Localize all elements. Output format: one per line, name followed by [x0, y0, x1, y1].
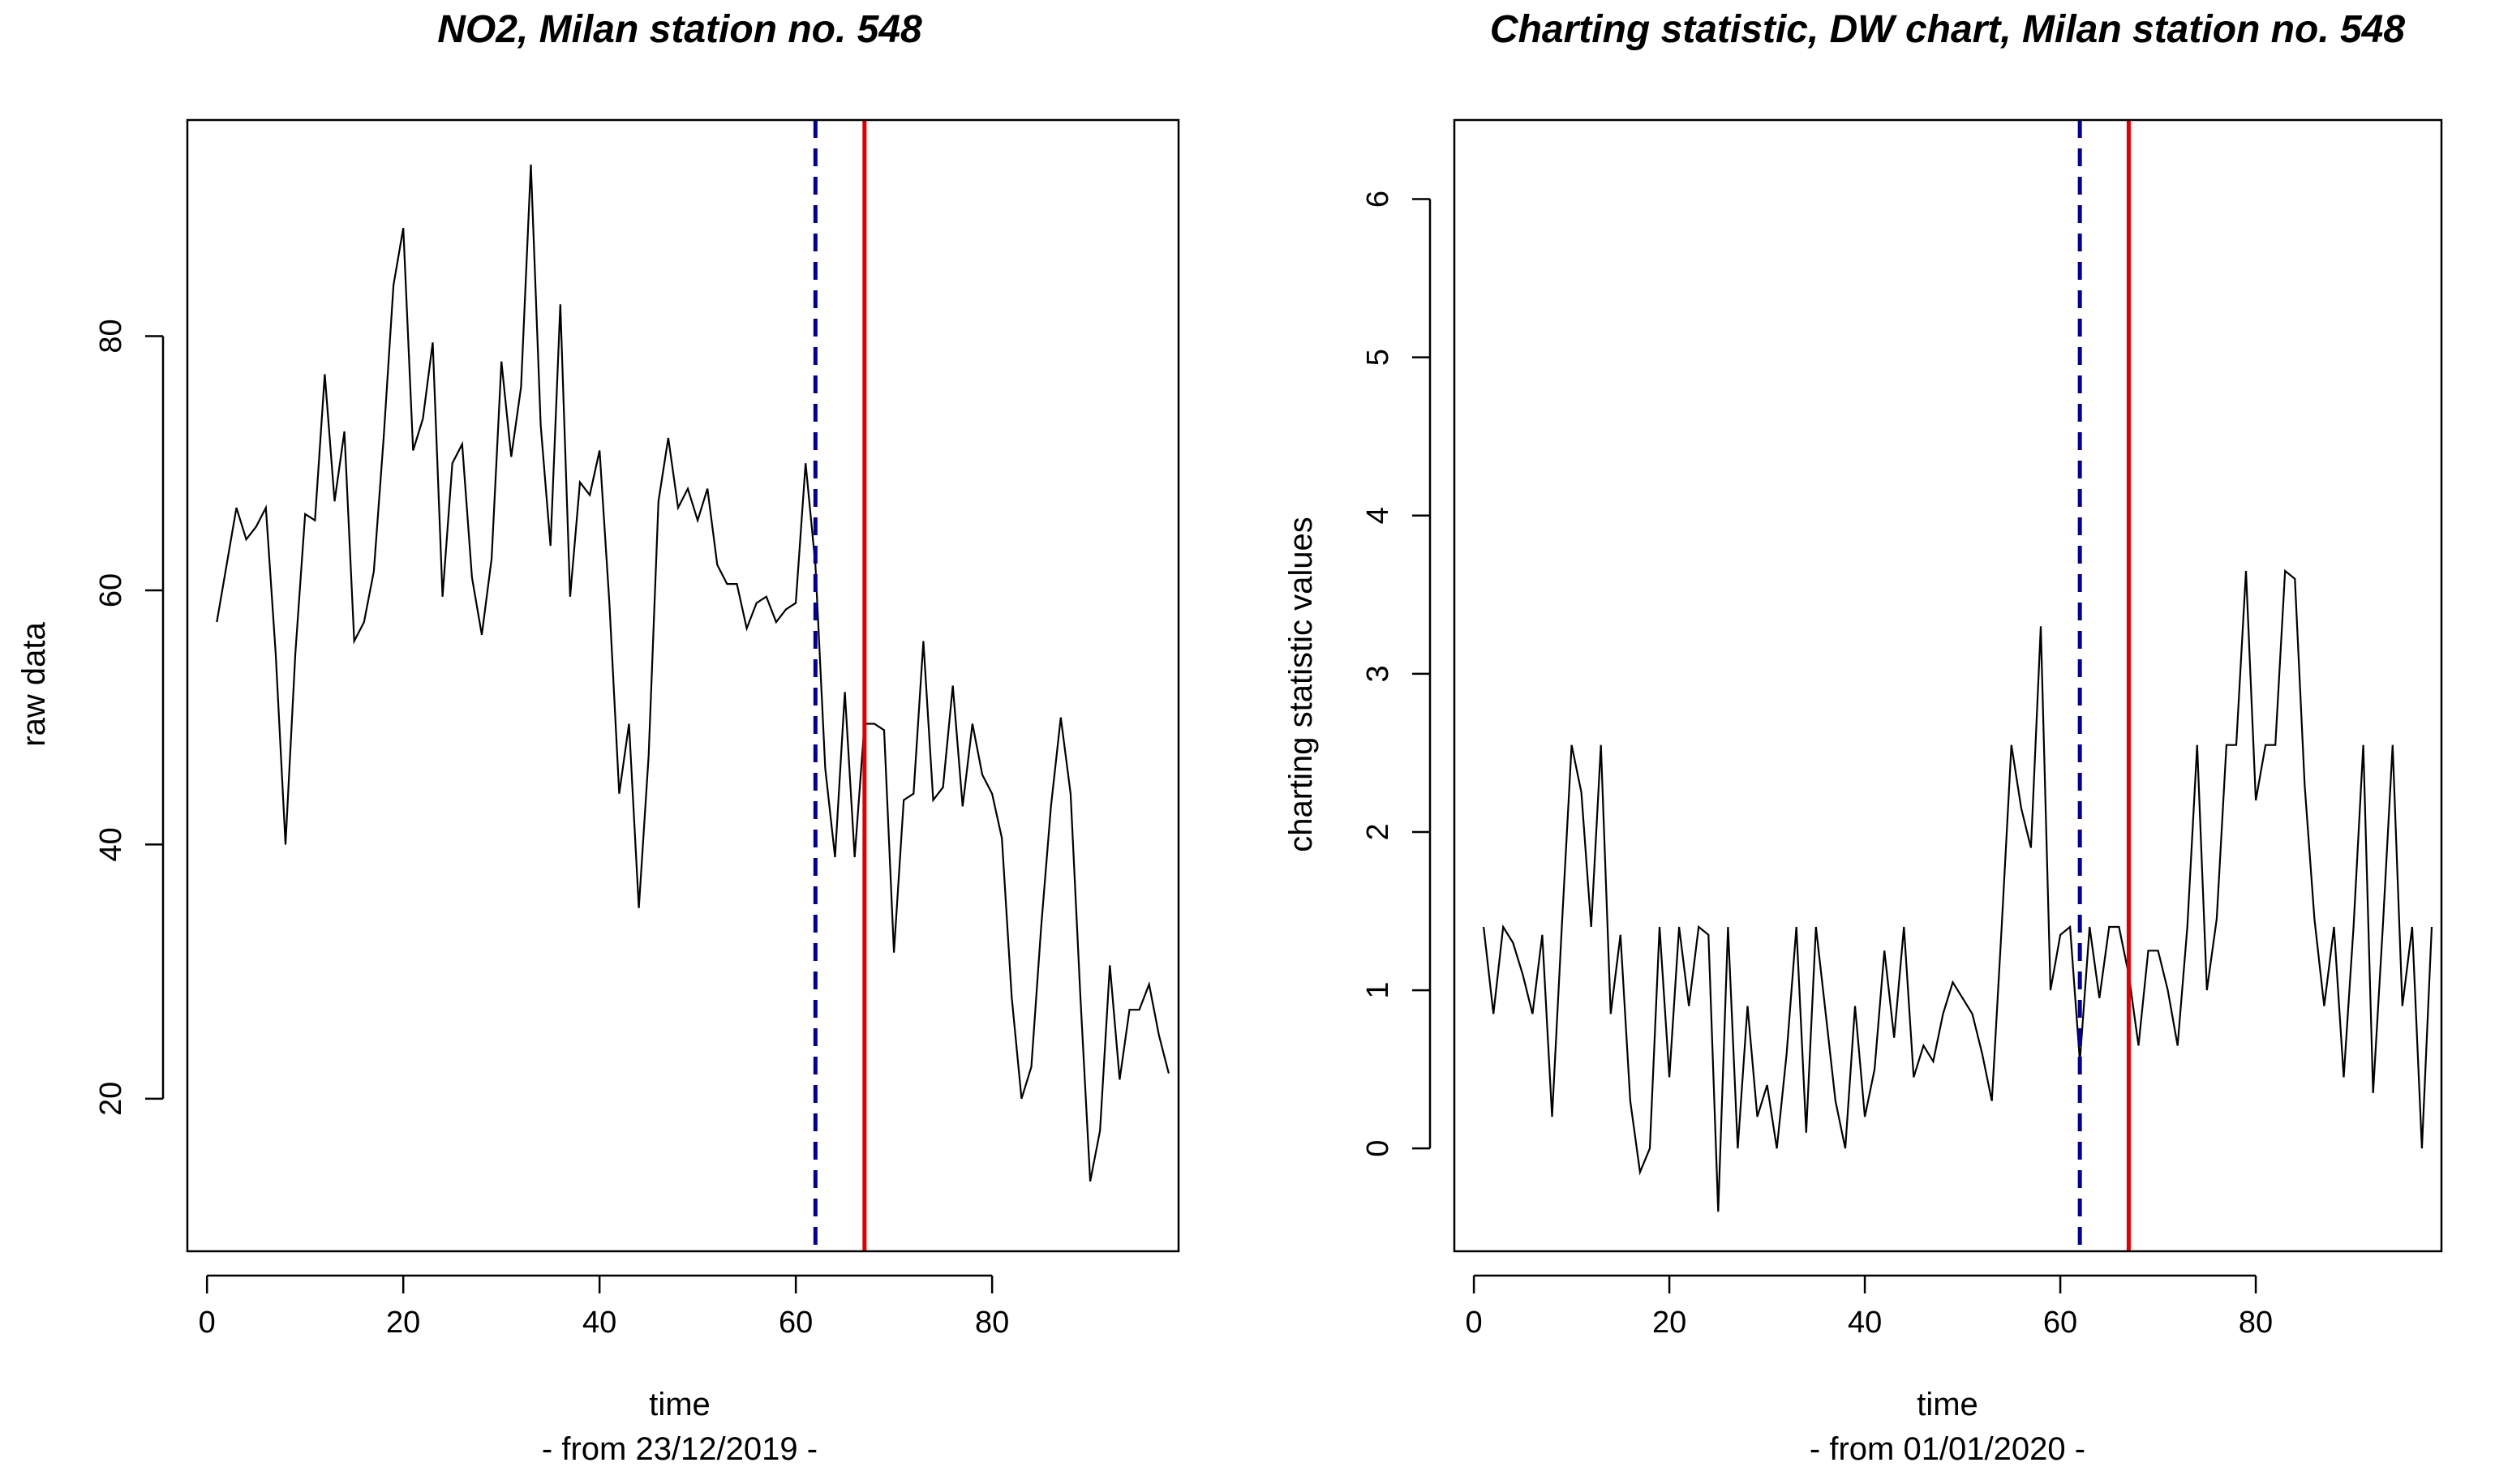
- y-axis-label: charting statistic values: [1283, 517, 1319, 852]
- y-tick-label: 1: [1361, 982, 1395, 999]
- y-tick-label: 0: [1361, 1140, 1395, 1157]
- plot-frame: [186, 118, 1180, 1253]
- x-tick-label: 40: [1848, 1306, 1882, 1340]
- x-tick-label: 60: [2043, 1306, 2077, 1340]
- x-axis-sublabel: - from 01/01/2020 -: [1810, 1431, 2085, 1467]
- chart-panel-dw: Charting statistic, DW chart, Milan stat…: [1283, 8, 2443, 1467]
- y-tick-label: 80: [94, 319, 128, 353]
- plot-area: 0 20 40 60 80 20 40 60 80: [94, 118, 1180, 1340]
- y-tick-label: 3: [1361, 665, 1395, 682]
- x-tick-label: 80: [2239, 1306, 2273, 1340]
- series-line: [216, 164, 1170, 1182]
- x-axis-label: time: [1917, 1387, 1978, 1422]
- x-axis-sublabel: - from 23/12/2019 -: [542, 1431, 818, 1467]
- x-tick-label: 20: [386, 1306, 420, 1340]
- plot-frame: [1453, 118, 2443, 1253]
- x-tick-label: 20: [1652, 1306, 1686, 1340]
- y-tick-label: 4: [1361, 507, 1395, 524]
- chart-title: NO2, Milan station no. 548: [437, 8, 922, 51]
- x-tick-label: 80: [975, 1306, 1009, 1340]
- y-axis-label: raw data: [16, 622, 52, 747]
- chart-panel-raw: NO2, Milan station no. 548 raw data time…: [16, 8, 1180, 1467]
- y-tick-label: 2: [1361, 823, 1395, 840]
- plot-area: 0 20 40 60 80 0 1 2 3 4 5 6: [1361, 118, 2443, 1340]
- x-tick-label: 0: [1466, 1306, 1483, 1340]
- series-line: [1483, 568, 2433, 1212]
- y-tick-label: 6: [1361, 191, 1395, 208]
- y-tick-label: 5: [1361, 349, 1395, 366]
- x-tick-label: 60: [779, 1306, 813, 1340]
- chart-title: Charting statistic, DW chart, Milan stat…: [1490, 8, 2405, 51]
- x-tick-label: 0: [199, 1306, 216, 1340]
- y-tick-label: 20: [94, 1082, 128, 1116]
- x-tick-label: 40: [582, 1306, 616, 1340]
- y-tick-label: 60: [94, 573, 128, 607]
- y-tick-label: 40: [94, 827, 128, 861]
- x-axis-label: time: [649, 1387, 711, 1422]
